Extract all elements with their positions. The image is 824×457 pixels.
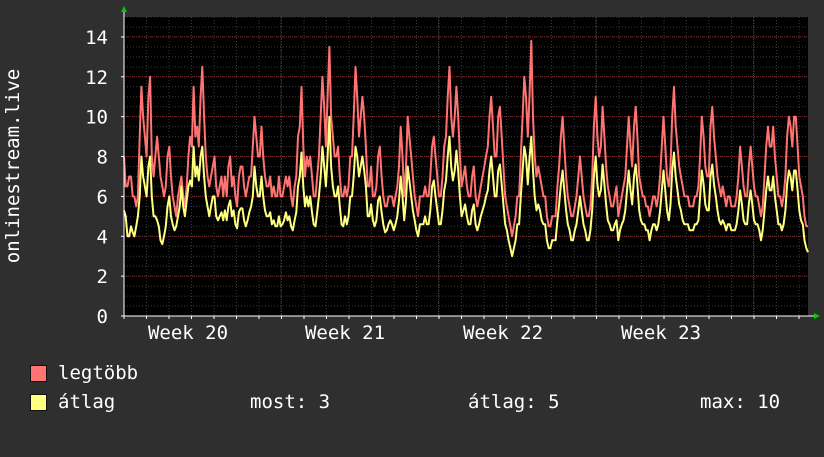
series-group xyxy=(123,39,809,258)
x-tick-label: Week 22 xyxy=(463,322,543,344)
legend-item-legtobb: legtöbb xyxy=(30,362,138,428)
y-tick-label: 6 xyxy=(97,186,108,208)
stat-atlag: átlag: 5 xyxy=(468,391,560,413)
x-tick-labels: Week 20 Week 21 Week 22 Week 23 xyxy=(148,322,701,344)
y-tick-label: 10 xyxy=(85,107,108,129)
legtobb-swatch xyxy=(30,365,47,382)
y-tick-labels: 0 2 4 6 8 10 12 14 xyxy=(85,27,108,328)
stat-max: max: 10 xyxy=(700,391,781,413)
y-tick-label: 4 xyxy=(97,226,108,248)
axes xyxy=(121,6,820,319)
x-axis-arrow-icon xyxy=(814,313,820,319)
y-tick-label: 14 xyxy=(85,27,108,49)
legend-label: átlag xyxy=(58,391,116,413)
x-tick-label: Week 23 xyxy=(621,322,701,344)
series-line-legtobb xyxy=(123,39,808,238)
stat-most: most: 3 xyxy=(250,391,331,413)
chart: 0 2 4 6 8 10 12 14 Week 20 Week 21 Week 22 Week 23… xyxy=(2,6,820,344)
y-tick-label: 8 xyxy=(97,147,108,169)
y-axis-arrow-icon xyxy=(121,6,127,12)
x-tick-label: Week 21 xyxy=(305,322,385,344)
series-line-atlag xyxy=(123,115,809,258)
y-tick-label: 0 xyxy=(97,306,108,328)
legend-item-atlag: átlag xyxy=(30,391,115,457)
atlag-swatch xyxy=(30,394,47,411)
y-tick-label: 2 xyxy=(97,266,108,288)
y-tick-label: 12 xyxy=(85,67,108,89)
legend-label: legtöbb xyxy=(58,362,139,384)
x-tick-label: Week 20 xyxy=(148,322,228,344)
y-axis-label: onlinestream.live xyxy=(2,69,24,263)
